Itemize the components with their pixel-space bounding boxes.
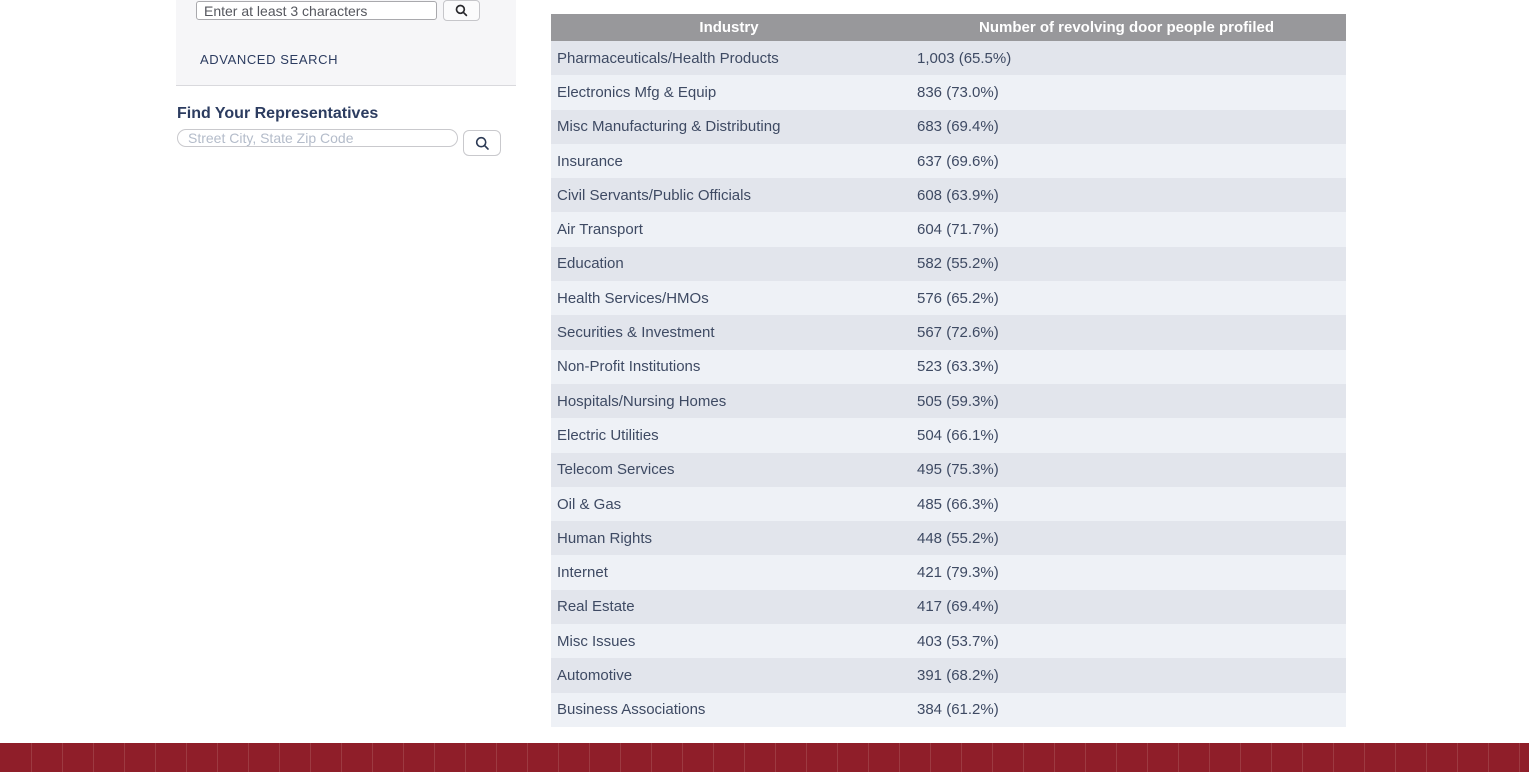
table-row: Electric Utilities 504 (66.1%) — [551, 418, 1346, 453]
industry-cell: Securities & Investment — [551, 315, 907, 349]
industry-cell: Misc Manufacturing & Distributing — [551, 110, 907, 144]
industry-cell: Education — [551, 247, 907, 281]
table-row: Health Services/HMOs 576 (65.2%) — [551, 281, 1346, 316]
table-row: Electronics Mfg & Equip 836 (73.0%) — [551, 75, 1346, 110]
find-representatives-heading: Find Your Representatives — [177, 105, 379, 122]
profiled-count-cell: 1,003 (65.5%) — [917, 49, 1012, 67]
profiled-count-cell: 567 (72.6%) — [917, 324, 999, 342]
sidebar-search-panel: ADVANCED SEARCH — [176, 0, 516, 86]
industry-link[interactable]: Civil Servants/Public Officials — [557, 186, 751, 204]
table-row: Human Rights 448 (55.2%) — [551, 521, 1346, 556]
industry-cell: Oil & Gas — [551, 487, 907, 521]
table-row: Misc Manufacturing & Distributing 683 (6… — [551, 109, 1346, 144]
industry-link[interactable]: Human Rights — [557, 529, 653, 547]
footer-stripe — [0, 743, 1529, 772]
industry-link[interactable]: Electric Utilities — [557, 426, 659, 444]
industry-cell: Automotive — [551, 658, 907, 692]
profiled-count-cell: 582 (55.2%) — [917, 255, 999, 273]
industry-cell: Pharmaceuticals/Health Products — [551, 41, 907, 75]
industry-link[interactable]: Insurance — [557, 152, 623, 170]
profiled-count-cell: 495 (75.3%) — [917, 461, 999, 479]
table-row: Internet 421 (79.3%) — [551, 555, 1346, 590]
profiled-count-cell: 485 (66.3%) — [917, 495, 999, 513]
profiled-count-cell: 637 (69.6%) — [917, 152, 999, 170]
table-row: Real Estate 417 (69.4%) — [551, 589, 1346, 625]
profiled-count-cell: 523 (63.3%) — [917, 358, 999, 376]
table-row: Education 582 (55.2%) — [551, 246, 1346, 282]
site-search-button[interactable] — [443, 0, 480, 21]
industry-link[interactable]: Automotive — [557, 666, 633, 684]
industry-link[interactable]: Air Transport — [557, 221, 643, 239]
industry-cell: Electric Utilities — [551, 418, 907, 452]
industry-link[interactable]: Health Services/HMOs — [557, 289, 709, 307]
profiled-count-cell: 417 (69.4%) — [917, 598, 999, 616]
industry-link[interactable]: Real Estate — [557, 598, 635, 616]
table-row: Telecom Services 495 (75.3%) — [551, 452, 1346, 487]
industry-link[interactable]: Misc Manufacturing & Distributing — [557, 118, 781, 136]
industry-cell: Real Estate — [551, 590, 907, 624]
representatives-search-button[interactable] — [463, 130, 501, 156]
industry-cell: Internet — [551, 555, 907, 589]
table-row: Air Transport 604 (71.7%) — [551, 212, 1346, 247]
industry-cell: Misc Issues — [551, 624, 907, 658]
table-row: Oil & Gas 485 (66.3%) — [551, 486, 1346, 522]
table-row: Misc Issues 403 (53.7%) — [551, 624, 1346, 659]
industry-link[interactable]: Misc Issues — [557, 632, 636, 650]
search-icon — [475, 136, 490, 151]
industry-link[interactable]: Telecom Services — [557, 461, 675, 479]
profiled-count-cell: 505 (59.3%) — [917, 392, 999, 410]
table-row: Pharmaceuticals/Health Products 1,003 (6… — [551, 41, 1346, 76]
table-row: Civil Servants/Public Officials 608 (63.… — [551, 178, 1346, 213]
column-header-industry: Industry — [699, 19, 759, 36]
industry-cell: Insurance — [551, 144, 907, 178]
industry-cell: Non-Profit Institutions — [551, 350, 907, 384]
industry-table: Industry Number of revolving door people… — [551, 14, 1346, 727]
table-row: Hospitals/Nursing Homes 505 (59.3%) — [551, 383, 1346, 419]
industry-link[interactable]: Non-Profit Institutions — [557, 358, 701, 376]
industry-cell: Hospitals/Nursing Homes — [551, 384, 907, 418]
industry-cell: Civil Servants/Public Officials — [551, 178, 907, 212]
industry-link[interactable]: Internet — [557, 564, 608, 582]
industry-cell: Human Rights — [551, 521, 907, 555]
profiled-count-cell: 391 (68.2%) — [917, 666, 999, 684]
advanced-search-link[interactable]: ADVANCED SEARCH — [200, 52, 339, 67]
table-header-row: Industry Number of revolving door people… — [551, 14, 1346, 41]
industry-cell: Air Transport — [551, 212, 907, 246]
column-header-profiled-count: Number of revolving door people profiled — [978, 19, 1275, 36]
site-search-input[interactable] — [196, 1, 437, 20]
industry-cell: Electronics Mfg & Equip — [551, 75, 907, 109]
industry-link[interactable]: Electronics Mfg & Equip — [557, 83, 717, 101]
profiled-count-cell: 683 (69.4%) — [917, 118, 999, 136]
table-row: Automotive 391 (68.2%) — [551, 658, 1346, 693]
representatives-address-input[interactable] — [177, 129, 458, 147]
profiled-count-cell: 836 (73.0%) — [917, 83, 999, 101]
profiled-count-cell: 608 (63.9%) — [917, 186, 999, 204]
profiled-count-cell: 504 (66.1%) — [917, 426, 999, 444]
search-icon — [455, 4, 468, 17]
table-row: Business Associations 384 (61.2%) — [551, 692, 1346, 727]
industry-cell: Health Services/HMOs — [551, 281, 907, 315]
profiled-count-cell: 403 (53.7%) — [917, 632, 999, 650]
table-row: Securities & Investment 567 (72.6%) — [551, 315, 1346, 350]
profiled-count-cell: 448 (55.2%) — [917, 529, 999, 547]
profiled-count-cell: 421 (79.3%) — [917, 564, 999, 582]
industry-link[interactable]: Education — [557, 255, 624, 273]
industry-link[interactable]: Business Associations — [557, 701, 706, 719]
industry-cell: Business Associations — [551, 693, 907, 727]
table-row: Non-Profit Institutions 523 (63.3%) — [551, 349, 1346, 384]
profiled-count-cell: 576 (65.2%) — [917, 289, 999, 307]
table-body: Pharmaceuticals/Health Products 1,003 (6… — [551, 41, 1346, 727]
table-row: Insurance 637 (69.6%) — [551, 143, 1346, 179]
industry-link[interactable]: Hospitals/Nursing Homes — [557, 392, 727, 410]
industry-link[interactable]: Pharmaceuticals/Health Products — [557, 49, 779, 67]
profiled-count-cell: 604 (71.7%) — [917, 221, 999, 239]
industry-link[interactable]: Oil & Gas — [557, 495, 622, 513]
industry-cell: Telecom Services — [551, 453, 907, 487]
profiled-count-cell: 384 (61.2%) — [917, 701, 999, 719]
industry-link[interactable]: Securities & Investment — [557, 324, 715, 342]
